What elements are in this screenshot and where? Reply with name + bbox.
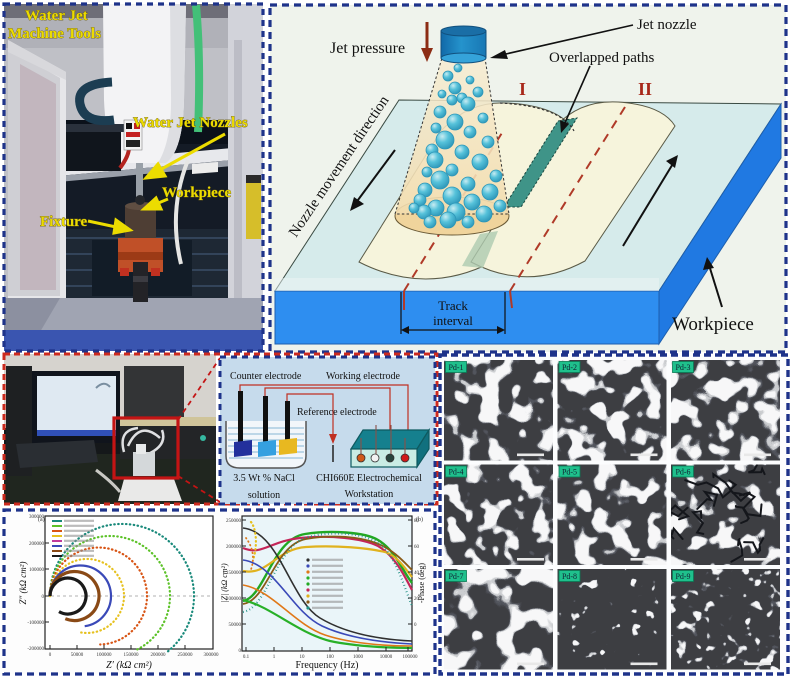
svg-text:I: I bbox=[519, 79, 526, 99]
svg-text:Pd-7: Pd-7 bbox=[448, 572, 463, 581]
svg-text:250000: 250000 bbox=[226, 519, 242, 524]
svg-text:Track: Track bbox=[438, 298, 468, 313]
svg-text:100000: 100000 bbox=[97, 653, 113, 658]
svg-text:250000: 250000 bbox=[178, 653, 194, 658]
svg-text:3.5 Wt % NaCl: 3.5 Wt % NaCl bbox=[233, 473, 295, 484]
svg-text:200000: 200000 bbox=[29, 542, 45, 547]
svg-text:Counter electrode: Counter electrode bbox=[230, 371, 302, 382]
svg-text:Frequency (Hz): Frequency (Hz) bbox=[295, 660, 358, 671]
svg-text:Jet nozzle: Jet nozzle bbox=[637, 17, 697, 33]
svg-text:-Phase (deg): -Phase (deg) bbox=[417, 563, 426, 604]
svg-text:-200000: -200000 bbox=[27, 647, 44, 652]
svg-text:Jet pressure: Jet pressure bbox=[330, 40, 405, 57]
svg-text:Pd-9: Pd-9 bbox=[675, 572, 690, 581]
svg-text:(b): (b) bbox=[416, 516, 423, 523]
svg-text:Pd-5: Pd-5 bbox=[562, 468, 577, 477]
svg-text:40: 40 bbox=[414, 571, 420, 576]
svg-text:Pd-1: Pd-1 bbox=[448, 363, 463, 372]
svg-text:10000: 10000 bbox=[380, 655, 393, 660]
svg-text:80: 80 bbox=[414, 519, 420, 524]
svg-text:1: 1 bbox=[273, 655, 276, 660]
svg-text:solution: solution bbox=[248, 490, 280, 501]
svg-text:Pd-6: Pd-6 bbox=[675, 468, 690, 477]
svg-text:Z′ (kΩ cm²): Z′ (kΩ cm²) bbox=[106, 660, 152, 671]
svg-text:Workstation: Workstation bbox=[345, 489, 394, 500]
svg-text:100000: 100000 bbox=[226, 597, 242, 602]
svg-text:0: 0 bbox=[414, 623, 417, 628]
svg-text:-100000: -100000 bbox=[27, 621, 44, 626]
svg-text:0: 0 bbox=[239, 649, 242, 654]
svg-text:100000: 100000 bbox=[29, 568, 45, 573]
svg-text:Fixture: Fixture bbox=[40, 214, 88, 230]
svg-text:Pd-8: Pd-8 bbox=[562, 572, 577, 581]
svg-text:100: 100 bbox=[326, 655, 334, 660]
svg-text:Machine Tools: Machine Tools bbox=[8, 26, 101, 42]
svg-text:II: II bbox=[638, 79, 652, 99]
svg-text:0: 0 bbox=[49, 653, 52, 658]
svg-text:150000: 150000 bbox=[226, 571, 242, 576]
svg-text:20: 20 bbox=[414, 597, 420, 602]
svg-text:Water Jet: Water Jet bbox=[25, 8, 88, 24]
svg-text:60: 60 bbox=[414, 545, 420, 550]
svg-text:Overlapped paths: Overlapped paths bbox=[549, 50, 655, 66]
svg-text:Water Jet Nozzles: Water Jet Nozzles bbox=[133, 115, 248, 131]
svg-text:(a): (a) bbox=[38, 516, 45, 523]
svg-text:|Z| (kΩ cm²): |Z| (kΩ cm²) bbox=[220, 563, 229, 603]
svg-text:Reference electrode: Reference electrode bbox=[297, 407, 377, 418]
svg-text:100000: 100000 bbox=[403, 655, 419, 660]
svg-text:CHI660E Electrochemical: CHI660E Electrochemical bbox=[316, 473, 422, 484]
svg-text:50000: 50000 bbox=[229, 623, 242, 628]
svg-text:300000: 300000 bbox=[204, 653, 220, 658]
svg-text:interval: interval bbox=[433, 313, 473, 328]
svg-text:Z″ (kΩ cm²): Z″ (kΩ cm²) bbox=[18, 562, 28, 605]
svg-text:10: 10 bbox=[300, 655, 306, 660]
svg-text:1000: 1000 bbox=[353, 655, 364, 660]
svg-text:Workpiece: Workpiece bbox=[672, 314, 754, 335]
svg-text:Pd-4: Pd-4 bbox=[448, 468, 463, 477]
svg-text:0.1: 0.1 bbox=[243, 655, 250, 660]
svg-text:200000: 200000 bbox=[226, 545, 242, 550]
svg-text:Working electrode: Working electrode bbox=[326, 371, 400, 382]
svg-text:Pd-2: Pd-2 bbox=[562, 363, 577, 372]
svg-text:200000: 200000 bbox=[151, 653, 167, 658]
svg-text:300000: 300000 bbox=[29, 515, 45, 520]
svg-text:50000: 50000 bbox=[71, 653, 84, 658]
svg-text:Pd-3: Pd-3 bbox=[675, 363, 690, 372]
svg-text:0: 0 bbox=[42, 595, 45, 600]
svg-text:Workpiece: Workpiece bbox=[162, 185, 231, 201]
svg-text:150000: 150000 bbox=[124, 653, 140, 658]
